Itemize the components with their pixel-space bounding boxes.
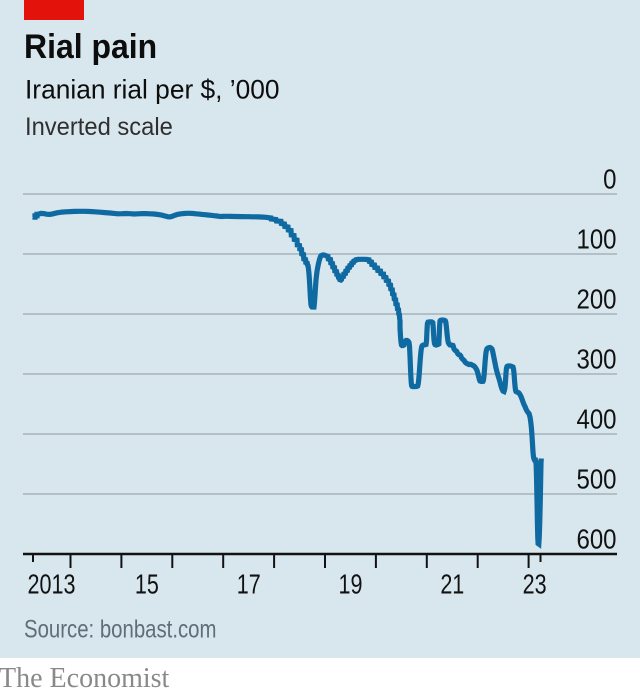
svg-text:19: 19 (339, 569, 363, 600)
svg-text:23: 23 (523, 569, 547, 600)
svg-text:100: 100 (576, 223, 616, 255)
svg-text:Source: bonbast.com: Source: bonbast.com (24, 614, 216, 643)
svg-text:200: 200 (576, 283, 616, 315)
svg-text:2013: 2013 (28, 569, 76, 600)
svg-text:21: 21 (440, 569, 464, 600)
svg-text:15: 15 (135, 569, 159, 600)
svg-text:17: 17 (237, 569, 261, 600)
svg-text:0: 0 (603, 163, 616, 195)
svg-text:600: 600 (576, 523, 616, 555)
svg-text:300: 300 (576, 343, 616, 375)
svg-text:Rial pain: Rial pain (24, 27, 157, 65)
svg-text:Iranian rial per $, ’000: Iranian rial per $, ’000 (25, 74, 280, 104)
svg-text:400: 400 (576, 403, 616, 435)
svg-text:Inverted scale: Inverted scale (25, 113, 173, 141)
svg-text:500: 500 (576, 463, 616, 495)
